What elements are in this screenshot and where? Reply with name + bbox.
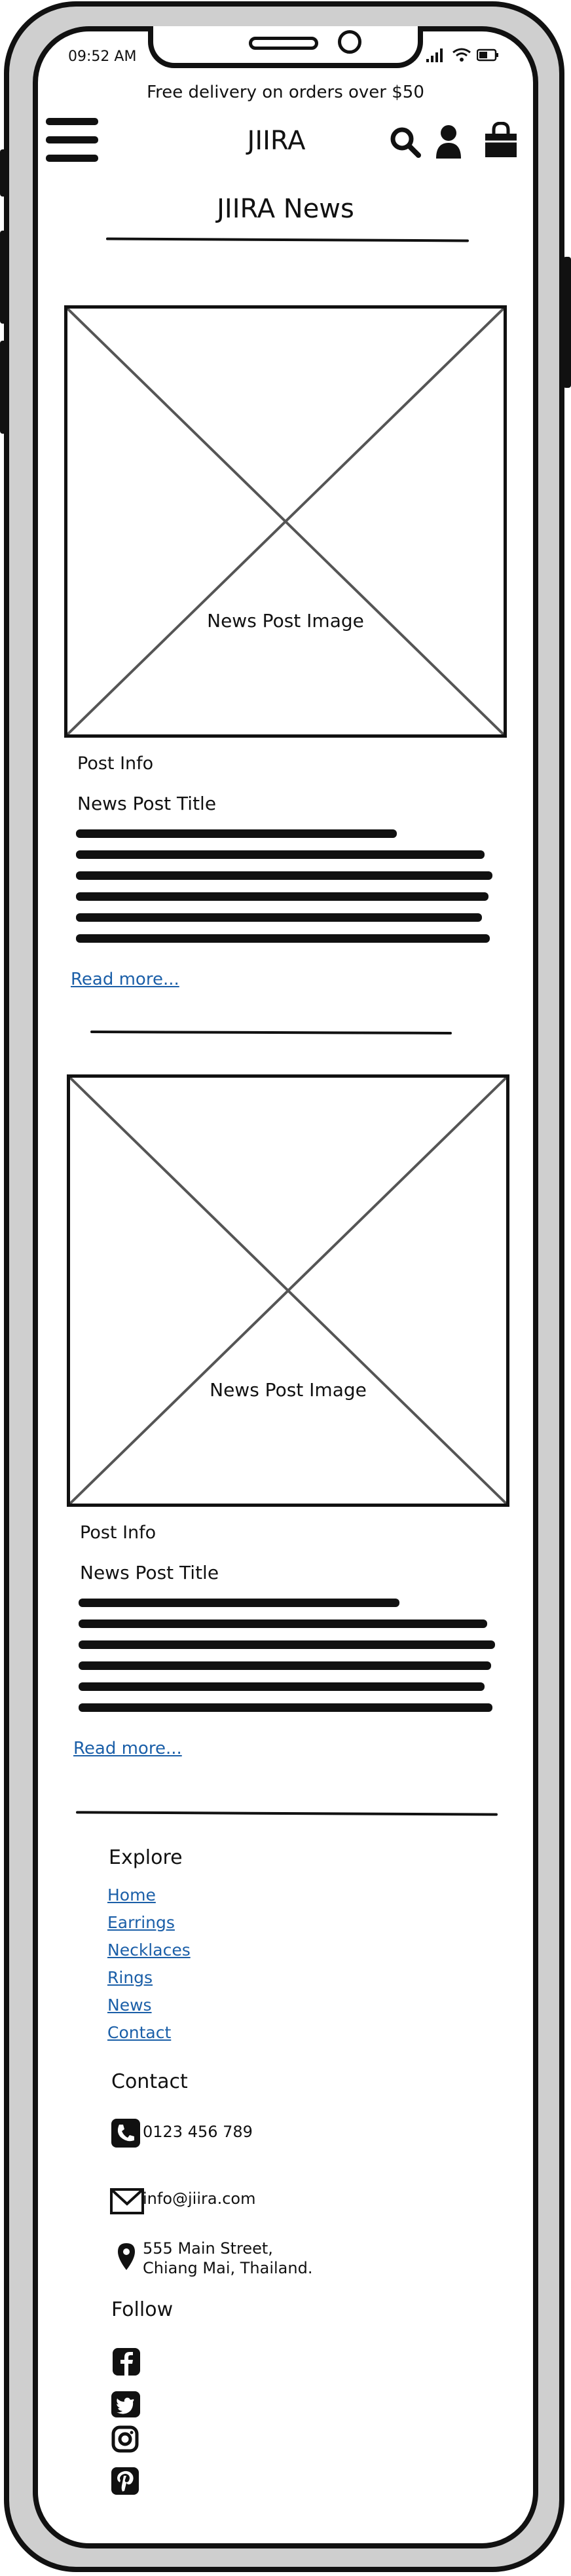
footer-link-contact[interactable]: Contact bbox=[107, 2023, 172, 2042]
pinterest-icon[interactable] bbox=[111, 2467, 139, 2495]
news-post-image[interactable]: News Post Image bbox=[67, 1074, 509, 1507]
power-button bbox=[563, 257, 571, 388]
news-post-image[interactable]: News Post Image bbox=[64, 305, 507, 738]
promo-banner[interactable]: Free delivery on orders over $50 bbox=[147, 83, 424, 102]
page-title: JIIRA News bbox=[217, 194, 354, 224]
volume-down-button bbox=[0, 341, 8, 434]
post-excerpt bbox=[79, 1599, 498, 1716]
site-logo[interactable]: JIIRA bbox=[247, 126, 306, 156]
front-camera bbox=[338, 30, 361, 54]
contact-phone[interactable]: 0123 456 789 bbox=[143, 2123, 253, 2141]
post-excerpt bbox=[76, 829, 495, 947]
footer-link-earrings[interactable]: Earrings bbox=[107, 1913, 175, 1932]
post-info: Post Info bbox=[77, 753, 154, 774]
instagram-icon[interactable] bbox=[111, 2425, 139, 2453]
post-title[interactable]: News Post Title bbox=[80, 1562, 219, 1583]
mute-switch bbox=[0, 149, 8, 197]
shopping-bag-icon[interactable] bbox=[483, 122, 519, 159]
footer-explore-heading: Explore bbox=[109, 1846, 183, 1869]
image-placeholder-label: News Post Image bbox=[210, 1379, 367, 1401]
footer-link-home[interactable]: Home bbox=[107, 1885, 156, 1904]
email-icon bbox=[110, 2188, 144, 2214]
contact-address-line1: 555 Main Street, bbox=[143, 2239, 273, 2258]
footer-follow-heading: Follow bbox=[111, 2298, 174, 2321]
battery-icon bbox=[477, 48, 499, 62]
menu-icon[interactable] bbox=[45, 115, 100, 165]
signal-icon bbox=[426, 47, 444, 63]
speaker bbox=[249, 37, 318, 50]
footer-link-necklaces[interactable]: Necklaces bbox=[107, 1941, 191, 1960]
read-more-link[interactable]: Read more... bbox=[71, 970, 179, 989]
contact-email[interactable]: info@jiira.com bbox=[143, 2189, 256, 2208]
footer-link-news[interactable]: News bbox=[107, 1996, 152, 2015]
user-icon[interactable] bbox=[435, 124, 462, 159]
facebook-icon[interactable] bbox=[113, 2348, 140, 2376]
phone-icon bbox=[111, 2119, 140, 2148]
map-pin-icon bbox=[117, 2242, 136, 2271]
wifi-icon bbox=[452, 47, 471, 63]
status-time: 09:52 AM bbox=[68, 48, 137, 65]
footer-link-rings[interactable]: Rings bbox=[107, 1968, 153, 1987]
contact-address-line2: Chiang Mai, Thailand. bbox=[143, 2259, 313, 2277]
search-icon[interactable] bbox=[389, 126, 422, 159]
post-title[interactable]: News Post Title bbox=[77, 793, 217, 814]
read-more-link[interactable]: Read more... bbox=[73, 1739, 182, 1758]
post-info: Post Info bbox=[80, 1523, 157, 1543]
twitter-icon[interactable] bbox=[111, 2391, 140, 2417]
footer-contact-heading: Contact bbox=[111, 2070, 188, 2093]
image-placeholder-label: News Post Image bbox=[207, 610, 364, 632]
volume-up-button bbox=[0, 231, 8, 324]
